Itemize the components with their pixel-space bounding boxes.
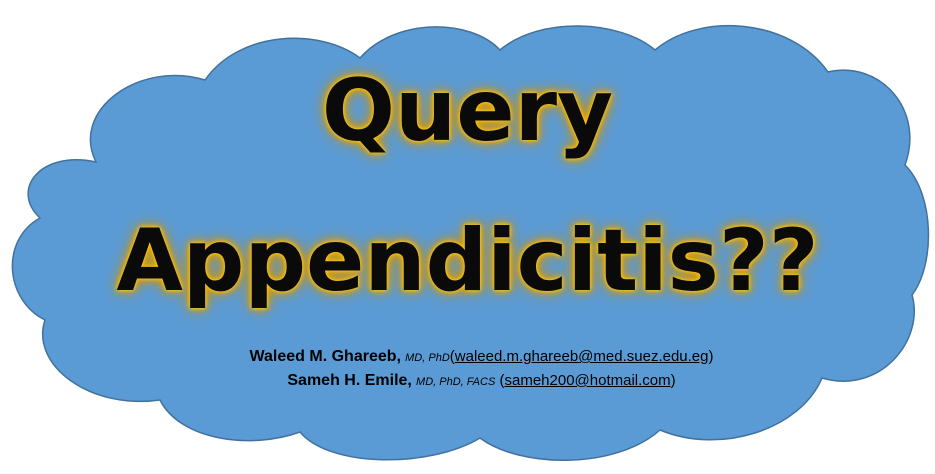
email-close-paren: ) bbox=[708, 348, 714, 365]
email-open-paren: ( bbox=[499, 372, 505, 389]
author-name: Waleed M. Ghareeb, bbox=[249, 348, 401, 365]
cloud-outline bbox=[11, 25, 930, 462]
author-credentials: MD, PhD bbox=[405, 352, 450, 364]
author-line-1: Waleed M. Ghareeb, MD, PhD(waleed.m.ghar… bbox=[14, 348, 935, 366]
author-name: Sameh H. Emile, bbox=[287, 372, 412, 389]
email-close-paren: ) bbox=[670, 372, 676, 389]
author-line-2: Sameh H. Emile, MD, PhD, FACS (sameh200@… bbox=[14, 372, 935, 390]
email-open-paren: ( bbox=[449, 348, 455, 365]
author-credentials: MD, PhD, FACS bbox=[416, 376, 496, 388]
author-email-link[interactable]: waleed.m.ghareeb@med.suez.edu.eg bbox=[454, 348, 709, 365]
title-line-1: Query bbox=[321, 61, 614, 161]
author-email-link[interactable]: sameh200@hotmail.com bbox=[504, 372, 671, 389]
title-line-2: Appendicitis?? bbox=[116, 211, 819, 311]
